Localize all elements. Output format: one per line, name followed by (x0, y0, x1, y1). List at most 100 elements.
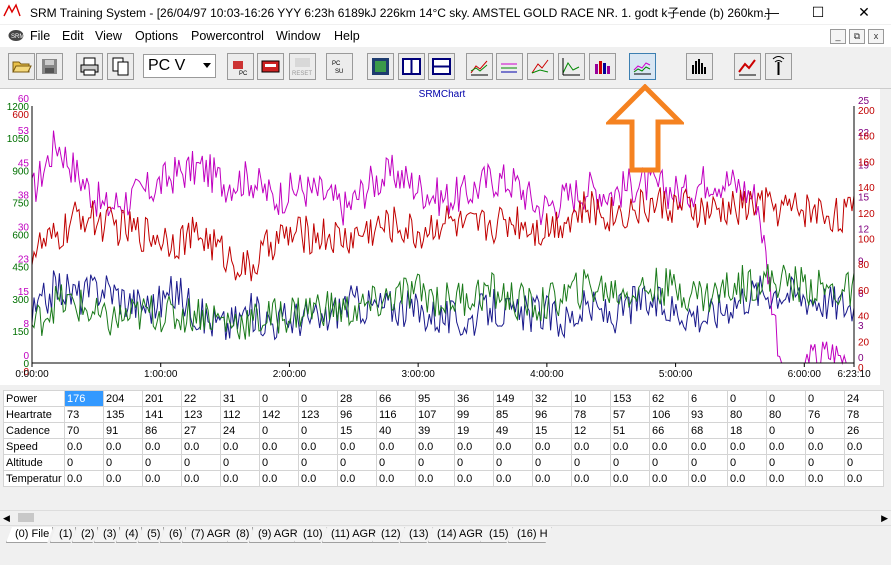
table-cell[interactable]: 0.0 (415, 438, 455, 455)
menu-options[interactable]: Options (135, 29, 179, 43)
telemetry-button[interactable] (765, 53, 792, 80)
maximize-button[interactable]: ☐ (811, 4, 825, 20)
table-cell[interactable]: 0.0 (220, 470, 260, 487)
table-cell[interactable]: 22 (181, 390, 221, 407)
table-cell[interactable]: 112 (220, 406, 260, 423)
table-cell[interactable]: 0 (415, 454, 455, 471)
table-cell[interactable]: 0.0 (181, 438, 221, 455)
table-cell[interactable]: 0.0 (805, 438, 845, 455)
chart-button-5[interactable] (589, 53, 616, 80)
table-cell[interactable]: 0 (454, 454, 494, 471)
table-cell[interactable]: 0.0 (571, 438, 611, 455)
table-cell[interactable]: 0 (688, 454, 728, 471)
table-cell[interactable]: 0 (805, 454, 845, 471)
table-cell[interactable]: 106 (649, 406, 689, 423)
table-cell[interactable]: 0 (493, 454, 533, 471)
table-cell[interactable]: 15 (337, 422, 377, 439)
analysis-button[interactable] (734, 53, 761, 80)
table-cell[interactable]: 0.0 (766, 470, 806, 487)
unit-select[interactable]: PC V (143, 54, 216, 78)
table-cell[interactable]: 73 (64, 406, 104, 423)
table-cell[interactable]: 0 (259, 422, 299, 439)
table-cell[interactable]: 12 (571, 422, 611, 439)
histogram-button[interactable] (686, 53, 713, 80)
table-cell[interactable]: 76 (805, 406, 845, 423)
table-cell[interactable]: 0 (610, 454, 650, 471)
menu-edit[interactable]: Edit (62, 29, 84, 43)
chart-button-4[interactable] (558, 53, 585, 80)
table-cell[interactable]: 0.0 (532, 438, 572, 455)
table-cell[interactable]: 32 (532, 390, 572, 407)
table-cell[interactable]: 0.0 (844, 470, 884, 487)
table-cell[interactable]: 0 (805, 422, 845, 439)
table-cell[interactable]: 0.0 (337, 438, 377, 455)
chart-button-1[interactable] (466, 53, 493, 80)
print-button[interactable] (76, 53, 103, 80)
table-cell[interactable]: 0.0 (688, 438, 728, 455)
sheet-tab[interactable]: (1) (50, 527, 76, 543)
table-cell[interactable]: 24 (220, 422, 260, 439)
chart-button-2[interactable] (496, 53, 523, 80)
table-cell[interactable]: 0.0 (688, 470, 728, 487)
table-cell[interactable]: 0 (220, 454, 260, 471)
view-columns-button[interactable] (398, 53, 425, 80)
scroll-right-icon[interactable]: ▶ (881, 513, 888, 523)
table-cell[interactable]: 0 (727, 454, 767, 471)
open-button[interactable] (8, 53, 35, 80)
table-cell[interactable]: 0.0 (727, 470, 767, 487)
table-cell[interactable]: 68 (688, 422, 728, 439)
sheet-tab[interactable]: (4) (116, 527, 142, 543)
table-cell[interactable]: 0 (142, 454, 182, 471)
save-button[interactable] (36, 53, 63, 80)
table-cell[interactable]: 80 (727, 406, 767, 423)
table-cell[interactable]: 153 (610, 390, 650, 407)
sheet-tab[interactable]: (0) File (6, 527, 53, 543)
sheet-tab[interactable]: (13) (400, 527, 433, 543)
table-cell[interactable]: 0.0 (766, 438, 806, 455)
sheet-tab[interactable]: (2) (72, 527, 98, 543)
sheet-tab[interactable]: (3) (94, 527, 120, 543)
menu-help[interactable]: Help (334, 29, 360, 43)
table-cell[interactable]: 0.0 (454, 470, 494, 487)
table-cell[interactable]: 116 (376, 406, 416, 423)
table-cell[interactable]: 31 (220, 390, 260, 407)
table-cell[interactable]: 0 (337, 454, 377, 471)
table-cell[interactable]: 0.0 (805, 470, 845, 487)
table-cell[interactable]: 0 (571, 454, 611, 471)
sheet-tab[interactable]: (15) (480, 527, 513, 543)
table-cell[interactable]: 0.0 (493, 438, 533, 455)
scroll-left-icon[interactable]: ◀ (3, 513, 10, 523)
table-cell[interactable]: 24 (844, 390, 884, 407)
table-cell[interactable]: 80 (766, 406, 806, 423)
view-rows-button[interactable] (428, 53, 455, 80)
table-cell[interactable]: 93 (688, 406, 728, 423)
mdi-close-button[interactable]: x (868, 29, 884, 44)
table-cell[interactable]: 201 (142, 390, 182, 407)
table-cell[interactable]: 85 (493, 406, 533, 423)
table-cell[interactable]: 141 (142, 406, 182, 423)
table-cell[interactable]: 0.0 (337, 470, 377, 487)
table-cell[interactable]: 0.0 (610, 438, 650, 455)
table-cell[interactable]: 40 (376, 422, 416, 439)
table-cell[interactable]: 18 (727, 422, 767, 439)
chart-button-3[interactable] (527, 53, 554, 80)
table-cell[interactable]: 0 (766, 454, 806, 471)
table-cell[interactable]: 57 (610, 406, 650, 423)
table-cell[interactable]: 0.0 (103, 470, 143, 487)
pc-setup-button[interactable]: PC SU (326, 53, 353, 80)
srm-chart[interactable]: SRMChart 0 8 15 23 30 38 45 53 60 0 150 300 450 600 75… (0, 89, 880, 385)
table-cell[interactable]: 204 (103, 390, 143, 407)
table-cell[interactable]: 0 (259, 390, 299, 407)
table-cell[interactable]: 0.0 (376, 438, 416, 455)
table-cell[interactable]: 6 (688, 390, 728, 407)
menu-file[interactable]: File (30, 29, 51, 43)
table-cell[interactable]: 176 (64, 390, 104, 407)
table-cell[interactable]: 62 (649, 390, 689, 407)
app-icon[interactable] (2, 2, 22, 20)
table-cell[interactable]: 0 (103, 454, 143, 471)
menu-powercontrol[interactable]: Powercontrol (191, 29, 264, 43)
pc-download-button[interactable]: PC (227, 53, 254, 80)
mdi-minimize-button[interactable]: _ (830, 29, 846, 44)
table-cell[interactable]: 27 (181, 422, 221, 439)
table-cell[interactable]: 0.0 (532, 470, 572, 487)
